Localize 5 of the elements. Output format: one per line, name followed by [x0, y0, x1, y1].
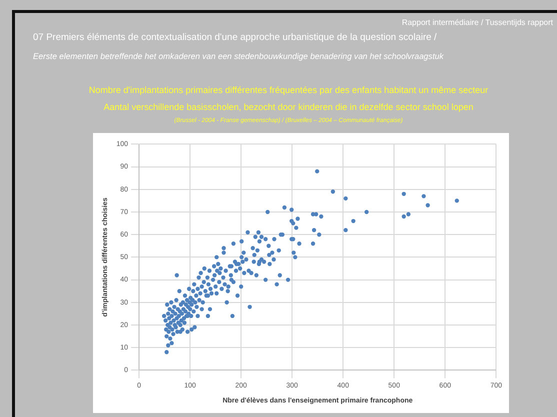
text: 07 Premiers éléments de contextualisation d'une approche urbanistique de la question scolaire /	[33, 32, 437, 43]
chart-subtitle: Aantal verschillende basisscholen, bezocht door kinderen die in dezelfde sector school lopen	[102, 102, 474, 112]
text: Eerste elementen betreffende het omkaderen van een stedenbouwkundige benadering van het schoolvraagstuk	[33, 51, 444, 61]
chart-title: Nombre d'implantations primaires différentes fréquentées par des enfants habitant un même secteur	[88, 85, 490, 95]
text: Rapport intermédiaire / Tussentijds rapport	[402, 18, 553, 27]
